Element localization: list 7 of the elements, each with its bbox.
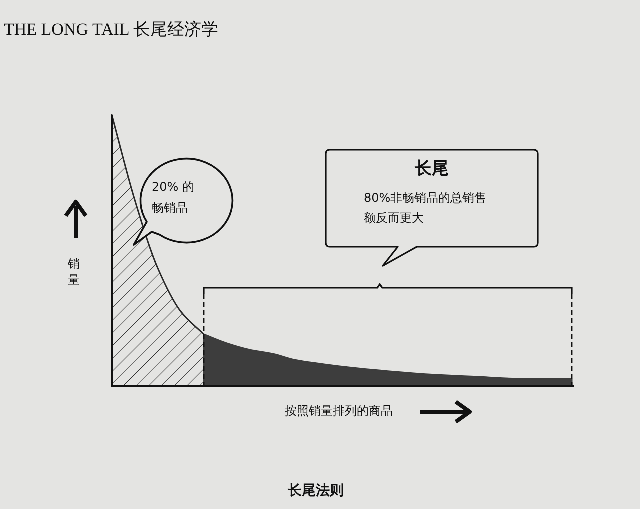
annotation: 长尾 bbox=[414, 158, 450, 180]
y-axis-title: 销量 bbox=[68, 256, 81, 288]
text: 长尾法则 bbox=[287, 482, 345, 500]
annotation: 20% 的畅销品 bbox=[152, 179, 196, 217]
annotation: 80%非畅销品的总销售额反而更大 bbox=[364, 190, 488, 227]
text: THE LONG TAIL 长尾经济学 bbox=[4, 19, 218, 41]
x-axis-title: 按照销量排列的商品 bbox=[285, 403, 393, 420]
